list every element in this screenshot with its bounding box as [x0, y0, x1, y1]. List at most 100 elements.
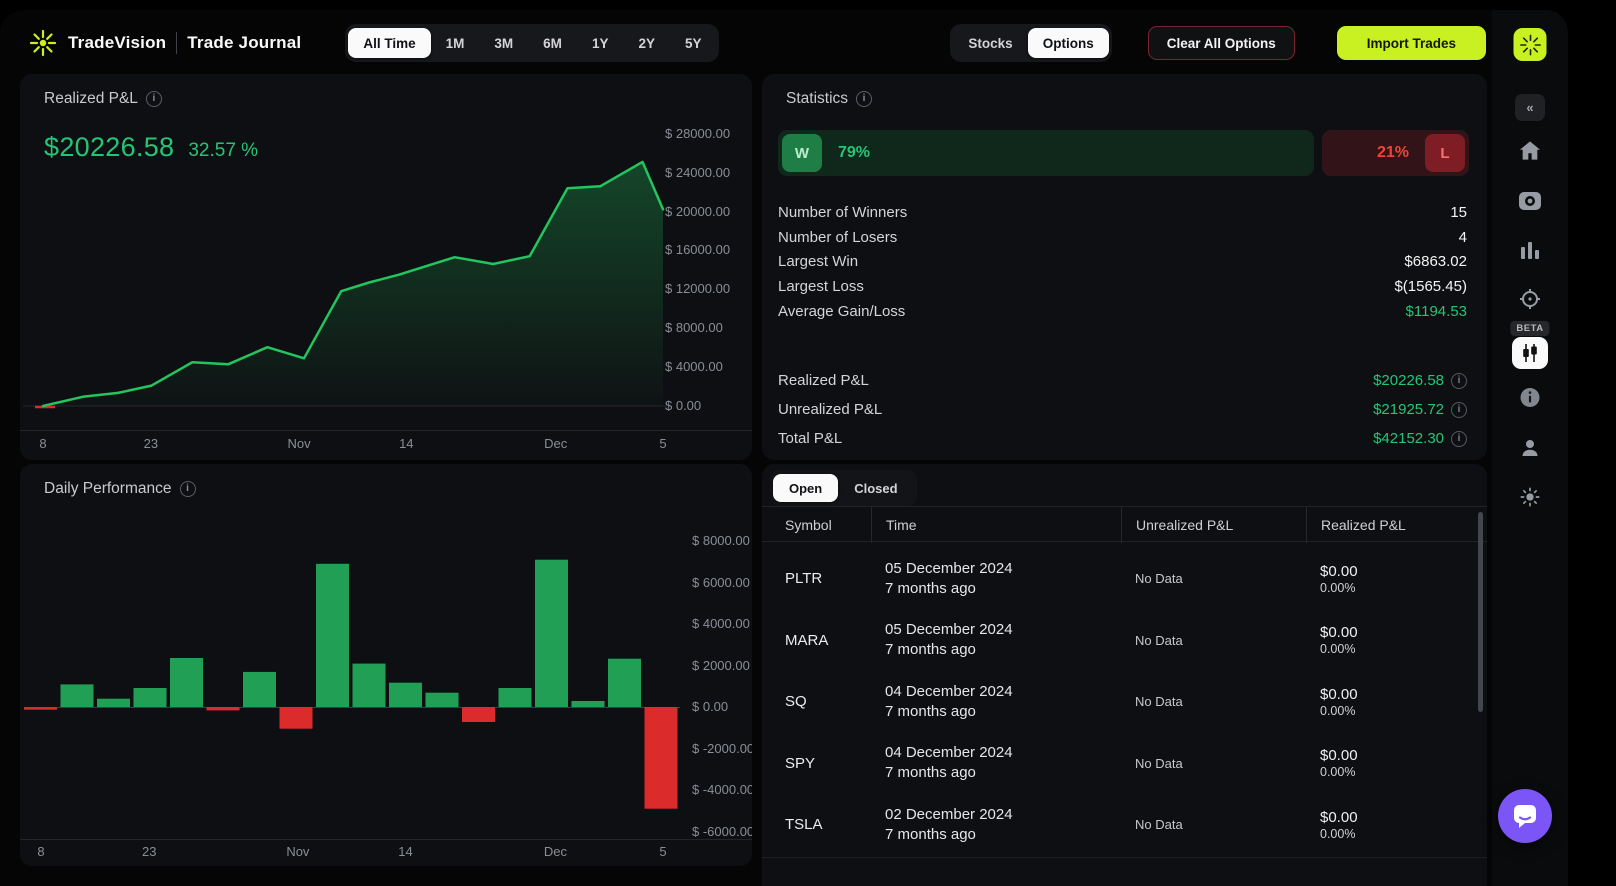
statistics-title: Statistics — [786, 90, 848, 108]
pill-tab[interactable]: Open — [773, 474, 838, 502]
pill-tab[interactable]: Closed — [838, 474, 913, 502]
brand: TradeVision Trade Journal — [28, 28, 301, 58]
win-loss-ratio-bar: W 79% 21% L — [778, 130, 1469, 176]
pill-tab[interactable]: 3M — [479, 28, 528, 58]
stat-label: Largest Loss — [778, 278, 864, 295]
pnl-label: Realized P&L — [778, 372, 869, 389]
symbol-cell: SPY — [785, 755, 885, 772]
realized-pnl-amount: $20226.58 — [44, 132, 174, 163]
column-header[interactable]: Symbol — [785, 507, 885, 543]
clear-all-options-button[interactable]: Clear All Options — [1148, 26, 1295, 60]
loss-bar: 21% L — [1322, 130, 1469, 176]
daily-performance-chart[interactable] — [24, 524, 680, 836]
daily-performance-title: Daily Performance — [44, 480, 172, 498]
chat-support-button[interactable] — [1498, 789, 1552, 843]
time-cell: 02 December 2024 7 months ago — [885, 805, 1135, 845]
info-icon[interactable] — [146, 91, 162, 107]
realized-pnl-cell: $0.00 0.00% — [1320, 747, 1487, 779]
pnl-summary-list: Realized P&L $20226.58 Unrealized P&L $2… — [778, 366, 1467, 453]
time-cell: 04 December 2024 7 months ago — [885, 682, 1135, 722]
asset-toggle: StocksOptions — [950, 24, 1111, 62]
candlestick-tool-icon[interactable] — [1512, 337, 1548, 369]
pnl-row: Realized P&L $20226.58 — [778, 366, 1467, 395]
info-icon[interactable] — [1451, 402, 1467, 418]
win-badge: W — [782, 134, 822, 172]
pill-tab[interactable]: 1M — [431, 28, 480, 58]
daily-performance-panel: Daily Performance $ 8000.00$ 6000.00$ 40… — [20, 464, 752, 866]
pnl-value: $42152.30 — [1373, 430, 1467, 447]
info-icon[interactable] — [180, 481, 196, 497]
pill-tab[interactable]: 5Y — [670, 28, 717, 58]
symbol-cell: TSLA — [785, 816, 885, 833]
statistics-list: Number of Winners 15 Number of Losers 4 … — [778, 200, 1467, 323]
app-window: TradeVision Trade Journal All Time1M3M6M… — [0, 10, 1492, 886]
symbol-cell: PLTR — [785, 570, 885, 587]
table-row[interactable]: SQ 04 December 2024 7 months ago No Data… — [762, 671, 1487, 733]
realized-pnl-percent: 32.57 % — [188, 140, 258, 162]
brand-name: TradeVision — [68, 33, 166, 53]
unrealized-pnl-cell: No Data — [1135, 694, 1320, 709]
table-row[interactable]: SPY 04 December 2024 7 months ago No Dat… — [762, 733, 1487, 795]
table-row[interactable]: PLTR 05 December 2024 7 months ago No Da… — [762, 548, 1487, 610]
pill-tab[interactable]: Options — [1028, 28, 1109, 58]
axis-line — [20, 430, 752, 431]
pill-tab[interactable]: 6M — [528, 28, 577, 58]
positions-tabs: OpenClosed — [770, 470, 917, 506]
sidebar: « BETA — [1492, 10, 1568, 886]
info-icon[interactable] — [1451, 431, 1467, 447]
divider — [762, 857, 1487, 858]
info-icon[interactable] — [1451, 373, 1467, 389]
axis-line — [20, 839, 752, 840]
unrealized-pnl-cell: No Data — [1135, 817, 1320, 832]
pill-tab[interactable]: 1Y — [577, 28, 624, 58]
realized-pnl-cell: $0.00 0.00% — [1320, 624, 1487, 656]
stat-value: $6863.02 — [1404, 253, 1467, 270]
info-circle-icon[interactable] — [1520, 387, 1541, 408]
daily-chart-x-axis: 823Nov14Dec5 — [24, 844, 680, 862]
symbol-cell: SQ — [785, 693, 885, 710]
pnl-row: Unrealized P&L $21925.72 — [778, 395, 1467, 424]
pill-tab[interactable]: 2Y — [623, 28, 670, 58]
import-trades-button[interactable]: Import Trades — [1337, 26, 1486, 60]
realized-chart-x-axis: 823Nov14Dec5 — [23, 436, 668, 454]
stat-row: Average Gain/Loss $1194.53 — [778, 299, 1467, 324]
table-scrollbar[interactable] — [1478, 512, 1483, 712]
pnl-value: $20226.58 — [1373, 372, 1467, 389]
stat-label: Number of Winners — [778, 204, 907, 221]
realized-pnl-panel: Realized P&L $20226.58 32.57 % $ 28000.0… — [20, 74, 752, 460]
pnl-label: Unrealized P&L — [778, 401, 882, 418]
column-header[interactable]: Unrealized P&L — [1121, 507, 1320, 543]
realized-pnl-cell: $0.00 0.00% — [1320, 563, 1487, 595]
pill-tab[interactable]: Stocks — [953, 28, 1027, 58]
stat-row: Number of Losers 4 — [778, 225, 1467, 250]
pill-tab[interactable]: All Time — [348, 28, 430, 58]
stat-label: Number of Losers — [778, 229, 897, 246]
sidebar-logo[interactable] — [1514, 28, 1547, 61]
loss-percent: 21% — [1377, 144, 1409, 162]
table-row[interactable]: TSLA 02 December 2024 7 months ago No Da… — [762, 794, 1487, 856]
realized-pnl-cell: $0.00 0.00% — [1320, 686, 1487, 718]
theme-toggle-sun-icon[interactable] — [1519, 486, 1541, 508]
stat-row: Number of Winners 15 — [778, 200, 1467, 225]
win-percent: 79% — [838, 144, 870, 162]
loss-badge: L — [1425, 134, 1465, 172]
stat-row: Largest Win $6863.02 — [778, 249, 1467, 274]
divider — [176, 32, 177, 54]
daily-chart-y-axis: $ 8000.00$ 6000.00$ 4000.00$ 2000.00$ 0.… — [692, 524, 752, 846]
stat-value: $1194.53 — [1406, 303, 1467, 320]
statistics-panel: Statistics W 79% 21% L Number of Winners… — [762, 74, 1487, 460]
collapse-sidebar-button[interactable]: « — [1515, 94, 1545, 121]
table-row[interactable]: MARA 05 December 2024 7 months ago No Da… — [762, 610, 1487, 672]
time-filter-tabs: All Time1M3M6M1Y2Y5Y — [345, 24, 719, 62]
watchlist-icon[interactable] — [1518, 191, 1542, 211]
user-icon[interactable] — [1520, 438, 1540, 458]
home-icon[interactable] — [1519, 140, 1541, 161]
bar-chart-icon[interactable] — [1520, 241, 1540, 259]
target-icon[interactable] — [1518, 287, 1542, 311]
column-header[interactable]: Time — [871, 507, 1135, 543]
info-icon[interactable] — [856, 91, 872, 107]
column-header[interactable]: Realized P&L — [1306, 507, 1487, 543]
pnl-value: $21925.72 — [1373, 401, 1467, 418]
realized-pnl-title: Realized P&L — [44, 90, 138, 108]
realized-pnl-cell: $0.00 0.00% — [1320, 809, 1487, 841]
